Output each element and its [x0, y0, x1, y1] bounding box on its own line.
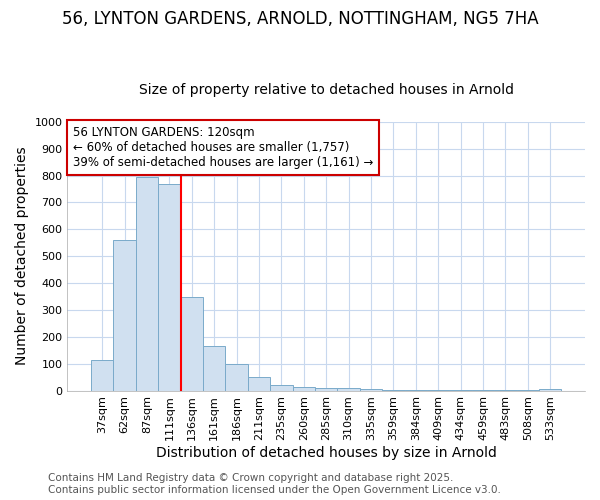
Bar — [293, 386, 315, 390]
Bar — [158, 184, 181, 390]
Bar — [181, 296, 203, 390]
Bar — [226, 364, 248, 390]
Bar — [248, 376, 270, 390]
Bar — [113, 240, 136, 390]
Title: Size of property relative to detached houses in Arnold: Size of property relative to detached ho… — [139, 83, 514, 97]
Text: Contains HM Land Registry data © Crown copyright and database right 2025.
Contai: Contains HM Land Registry data © Crown c… — [48, 474, 501, 495]
Bar — [203, 346, 226, 391]
Bar — [539, 389, 562, 390]
X-axis label: Distribution of detached houses by size in Arnold: Distribution of detached houses by size … — [156, 446, 497, 460]
Bar — [136, 177, 158, 390]
Bar — [91, 360, 113, 390]
Text: 56, LYNTON GARDENS, ARNOLD, NOTTINGHAM, NG5 7HA: 56, LYNTON GARDENS, ARNOLD, NOTTINGHAM, … — [62, 10, 538, 28]
Text: 56 LYNTON GARDENS: 120sqm
← 60% of detached houses are smaller (1,757)
39% of se: 56 LYNTON GARDENS: 120sqm ← 60% of detac… — [73, 126, 373, 169]
Bar — [337, 388, 360, 390]
Bar — [315, 388, 337, 390]
Y-axis label: Number of detached properties: Number of detached properties — [15, 147, 29, 366]
Bar — [270, 385, 293, 390]
Bar — [360, 389, 382, 390]
